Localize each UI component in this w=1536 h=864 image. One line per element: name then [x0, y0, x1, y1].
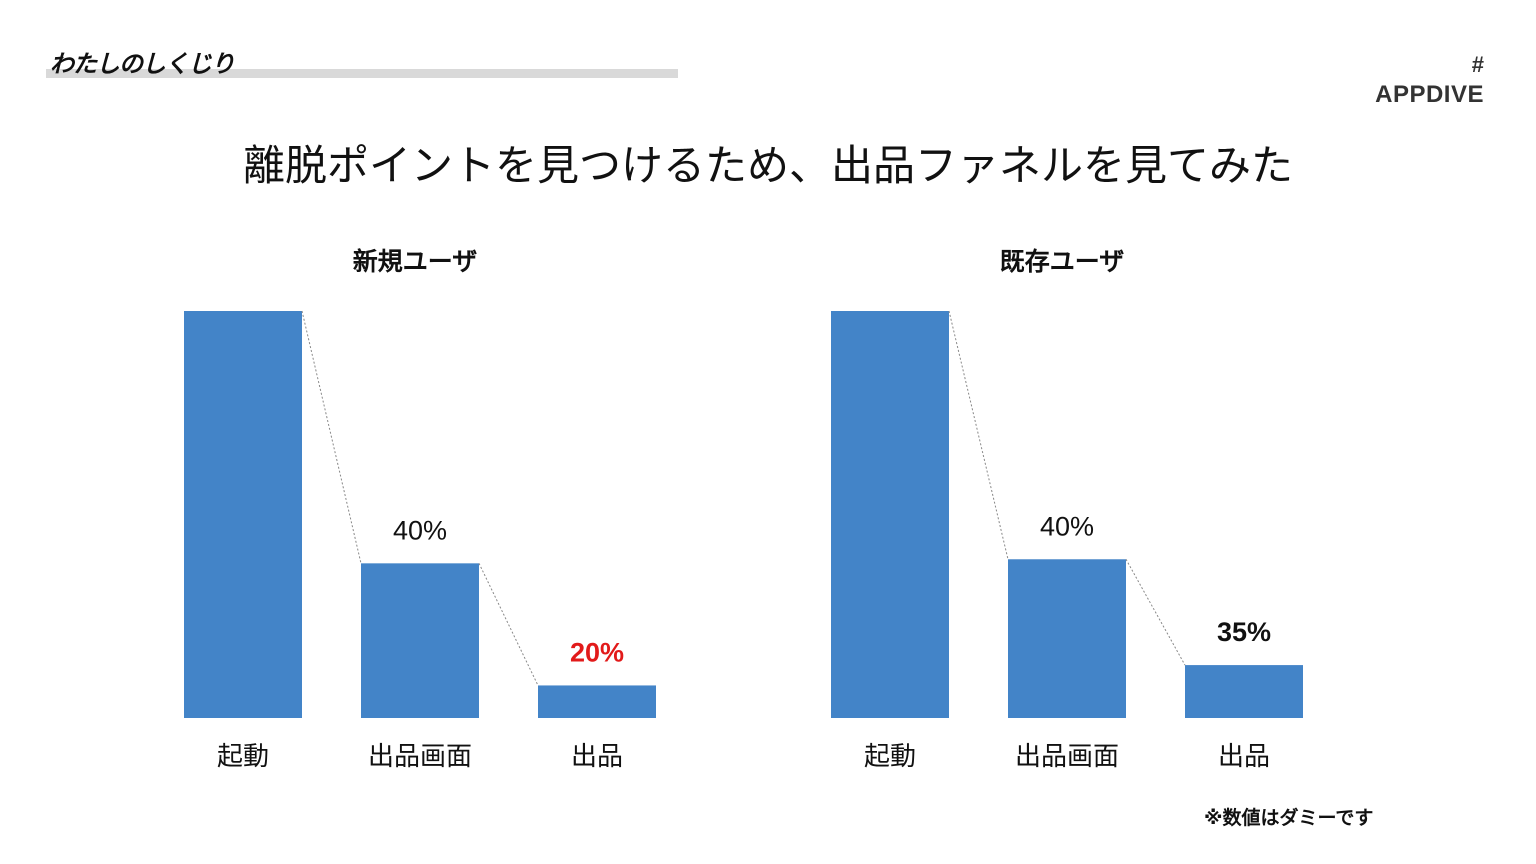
category-label: 出品: [1218, 742, 1270, 772]
data-label: 40%: [1040, 511, 1094, 541]
bar: [1008, 559, 1126, 718]
brand-hash: #: [1471, 52, 1484, 77]
slide-title: 離脱ポイントを見つけるため、出品ファネルを見てみた: [242, 141, 1293, 190]
footnote: ※数値はダミーです: [1204, 807, 1374, 829]
category-label: 出品: [571, 742, 623, 772]
brand-name: APPDIVE: [1375, 81, 1484, 108]
bar: [361, 563, 479, 718]
bar: [1185, 665, 1303, 718]
chart-title: 既存ユーザ: [1000, 247, 1125, 276]
funnel-connector: [1125, 559, 1186, 666]
funnel-connector: [478, 563, 539, 686]
data-label: 35%: [1217, 617, 1271, 647]
category-label: 起動: [217, 742, 269, 772]
category-label: 起動: [864, 742, 916, 772]
bar: [184, 311, 302, 718]
data-label: 20%: [570, 637, 624, 667]
funnel-connector: [301, 310, 362, 564]
chart-title: 新規ユーザ: [353, 247, 478, 276]
funnel-connector: [948, 310, 1009, 560]
data-label: 40%: [393, 515, 447, 545]
category-label: 出品画面: [368, 742, 472, 772]
bar: [538, 685, 656, 718]
category-label: 出品画面: [1015, 742, 1119, 772]
section-underline: [46, 69, 678, 78]
bar: [831, 311, 949, 718]
brand-logo: # APPDIVE: [1375, 54, 1484, 107]
section-label: わたしのしくじり: [50, 50, 235, 78]
